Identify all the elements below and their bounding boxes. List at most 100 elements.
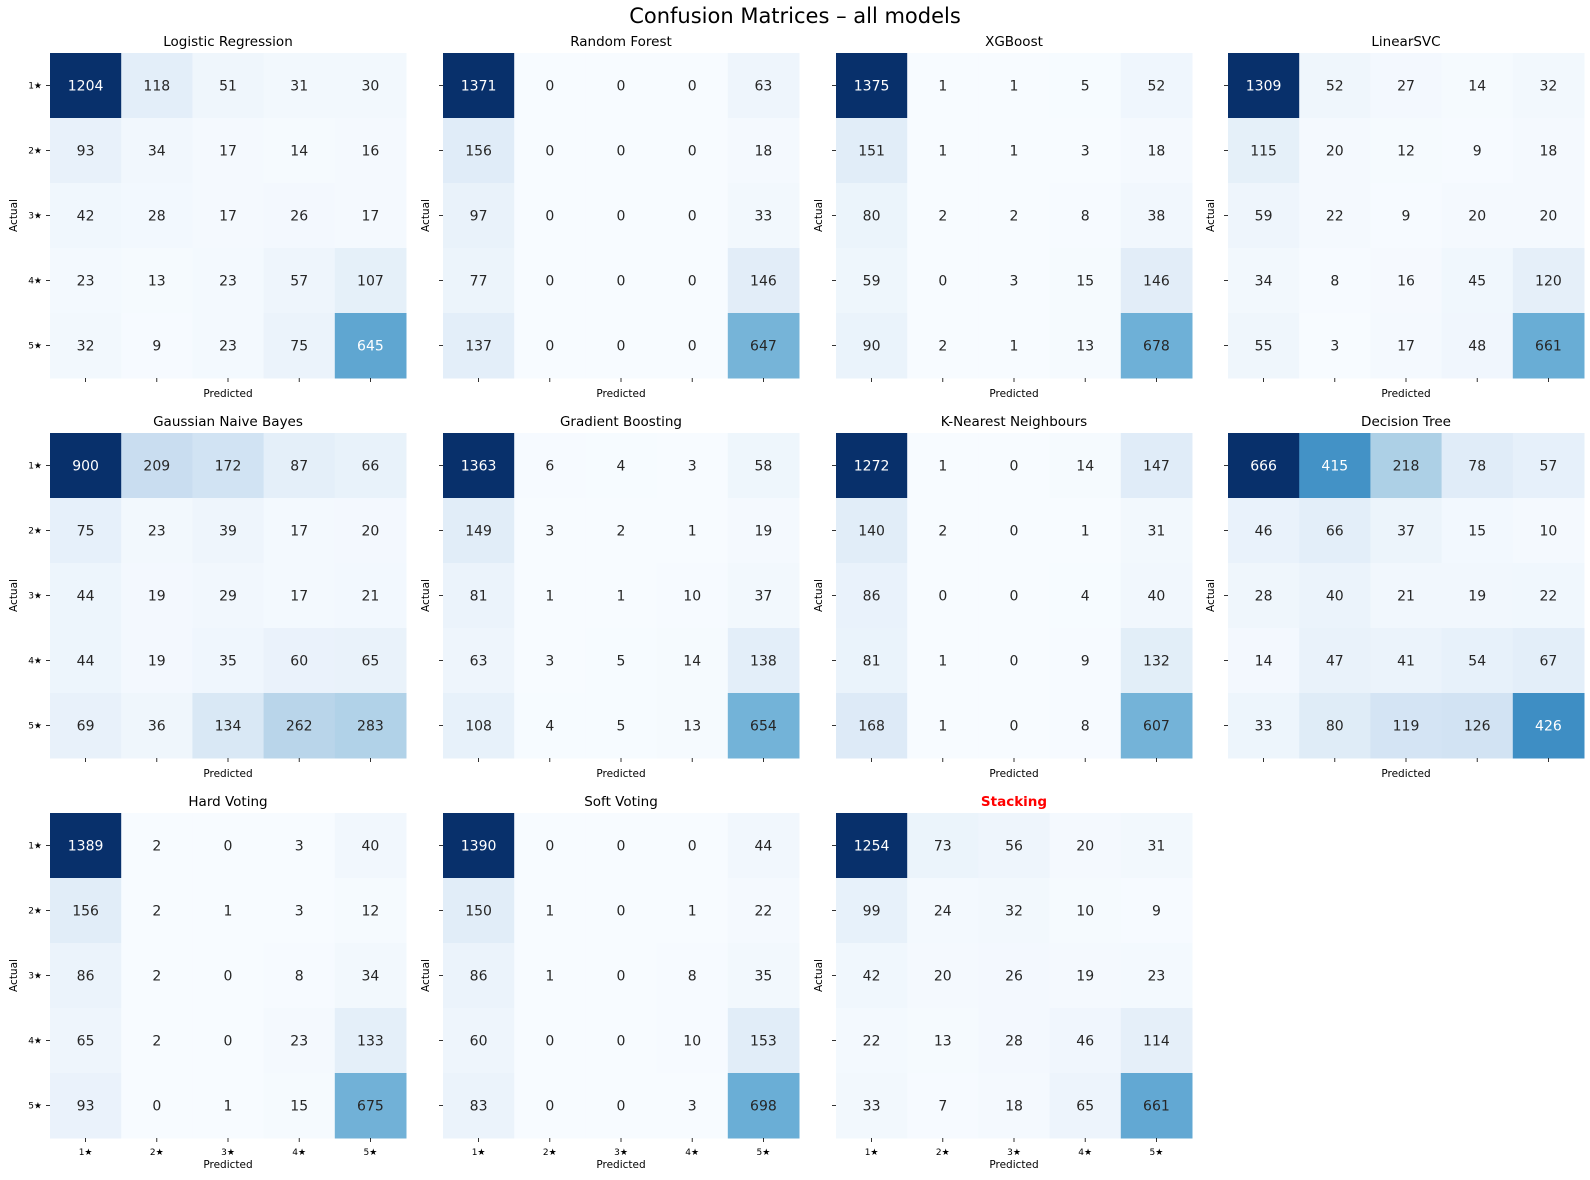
heatmap-cell xyxy=(334,433,407,499)
heatmap-cell xyxy=(585,433,658,499)
cell-value: 1363 xyxy=(461,459,497,475)
cell-value: 69 xyxy=(77,719,95,735)
heatmap-cell xyxy=(1049,433,1122,499)
heatmap-cell xyxy=(1441,563,1514,629)
cell-value: 1 xyxy=(1010,79,1019,95)
cell-value: 134 xyxy=(215,719,242,735)
cell-value: 24 xyxy=(934,904,952,920)
heatmap-cell xyxy=(121,878,193,944)
heatmap-cell xyxy=(978,53,1051,119)
heatmap-cell xyxy=(514,1008,586,1074)
cell-value: 137 xyxy=(465,339,492,355)
heatmap-cell xyxy=(836,248,908,314)
heatmap-cell xyxy=(192,53,265,119)
heatmap-cell xyxy=(978,878,1051,944)
cell-value: 218 xyxy=(1393,459,1420,475)
heatmap-cell xyxy=(656,118,729,184)
cell-value: 54 xyxy=(1468,654,1486,670)
cell-value: 0 xyxy=(545,209,554,225)
x-axis-label: Predicted xyxy=(1381,768,1430,780)
heatmap-cell xyxy=(907,313,979,379)
heatmap-cell xyxy=(1441,183,1514,249)
cell-value: 5 xyxy=(1081,79,1090,95)
y-tick-label: 1★ xyxy=(28,842,42,852)
cell-value: 0 xyxy=(617,1034,626,1050)
cell-value: 0 xyxy=(224,969,233,985)
y-tick-label: 4★ xyxy=(28,657,42,667)
cell-value: 35 xyxy=(219,654,237,670)
heatmap-cell xyxy=(656,248,729,314)
heatmap-cell xyxy=(121,118,193,184)
cell-value: 48 xyxy=(1468,339,1486,355)
cell-value: 26 xyxy=(290,209,308,225)
cell-value: 42 xyxy=(863,969,881,985)
heatmap-cell xyxy=(1299,693,1371,759)
cell-value: 3 xyxy=(688,1099,697,1115)
heatmap-cell xyxy=(192,248,265,314)
heatmap-cell xyxy=(263,118,336,184)
heatmap-cell xyxy=(1370,693,1443,759)
cell-value: 1389 xyxy=(68,839,104,855)
cell-value: 118 xyxy=(143,79,170,95)
heatmap-cell xyxy=(978,313,1051,379)
heatmap-cell xyxy=(192,313,265,379)
heatmap-cell xyxy=(727,1008,800,1074)
heatmap-cell xyxy=(836,183,908,249)
y-axis-label: Actual xyxy=(1205,199,1217,232)
cell-value: 65 xyxy=(361,654,379,670)
heatmap-decision-tree: Decision Tree 666 415 218 78 57 46 66 37 15 10 28 40… xyxy=(1205,414,1585,780)
heatmap-cell xyxy=(334,53,407,119)
heatmap-cell xyxy=(1299,498,1371,564)
cell-value: 8 xyxy=(295,969,304,985)
heatmap-cell xyxy=(585,628,658,694)
heatmap-cell xyxy=(514,1073,586,1139)
cell-value: 40 xyxy=(1326,589,1344,605)
cell-value: 33 xyxy=(863,1099,881,1115)
heatmap-cell xyxy=(514,313,586,379)
cell-value: 0 xyxy=(545,839,554,855)
heatmap-cell xyxy=(1120,183,1193,249)
cell-value: 65 xyxy=(77,1034,95,1050)
heatmap-cell xyxy=(121,433,193,499)
cell-value: 126 xyxy=(1464,719,1491,735)
cell-value: 45 xyxy=(1468,274,1486,290)
x-tick-label: 3★ xyxy=(221,1148,235,1158)
heatmap-cell xyxy=(50,693,122,759)
heatmap-cell xyxy=(514,813,586,879)
heatmap-cell xyxy=(1120,878,1193,944)
heatmap-cell xyxy=(50,433,122,499)
cell-value: 19 xyxy=(148,654,166,670)
heatmap-cell xyxy=(1228,53,1300,119)
cell-value: 1 xyxy=(1010,339,1019,355)
cell-value: 0 xyxy=(617,904,626,920)
heatmap-cell xyxy=(1049,313,1122,379)
heatmap-cell xyxy=(334,563,407,629)
cell-value: 209 xyxy=(143,459,170,475)
heatmap-cell xyxy=(1228,313,1300,379)
cell-value: 0 xyxy=(938,274,947,290)
heatmap-cell xyxy=(907,498,979,564)
heatmap-hard-voting: Hard Voting 1389 2 0 3 40 156 2 1 3 12 86 2 0 8 34 65 2 0 2… xyxy=(8,794,407,1171)
heatmap-cell xyxy=(907,433,979,499)
heatmap-cell xyxy=(443,183,515,249)
heatmap-cell xyxy=(836,813,908,879)
heatmap-cell xyxy=(121,183,193,249)
cell-value: 31 xyxy=(1147,524,1165,540)
heatmap-cell xyxy=(978,693,1051,759)
cell-value: 0 xyxy=(224,1034,233,1050)
cell-value: 32 xyxy=(1539,79,1557,95)
cell-value: 3 xyxy=(1010,274,1019,290)
cell-value: 75 xyxy=(77,524,95,540)
heatmap-cell xyxy=(1049,1008,1122,1074)
cell-value: 1 xyxy=(617,589,626,605)
panel-title: Gradient Boosting xyxy=(560,414,682,430)
heatmap-cell xyxy=(443,563,515,629)
heatmap-cell xyxy=(907,53,979,119)
cell-value: 73 xyxy=(934,839,952,855)
heatmap-cell xyxy=(978,1073,1051,1139)
cell-value: 23 xyxy=(290,1034,308,1050)
y-axis-label: Actual xyxy=(8,959,20,992)
cell-value: 35 xyxy=(754,969,772,985)
y-axis-label: Actual xyxy=(1205,579,1217,612)
